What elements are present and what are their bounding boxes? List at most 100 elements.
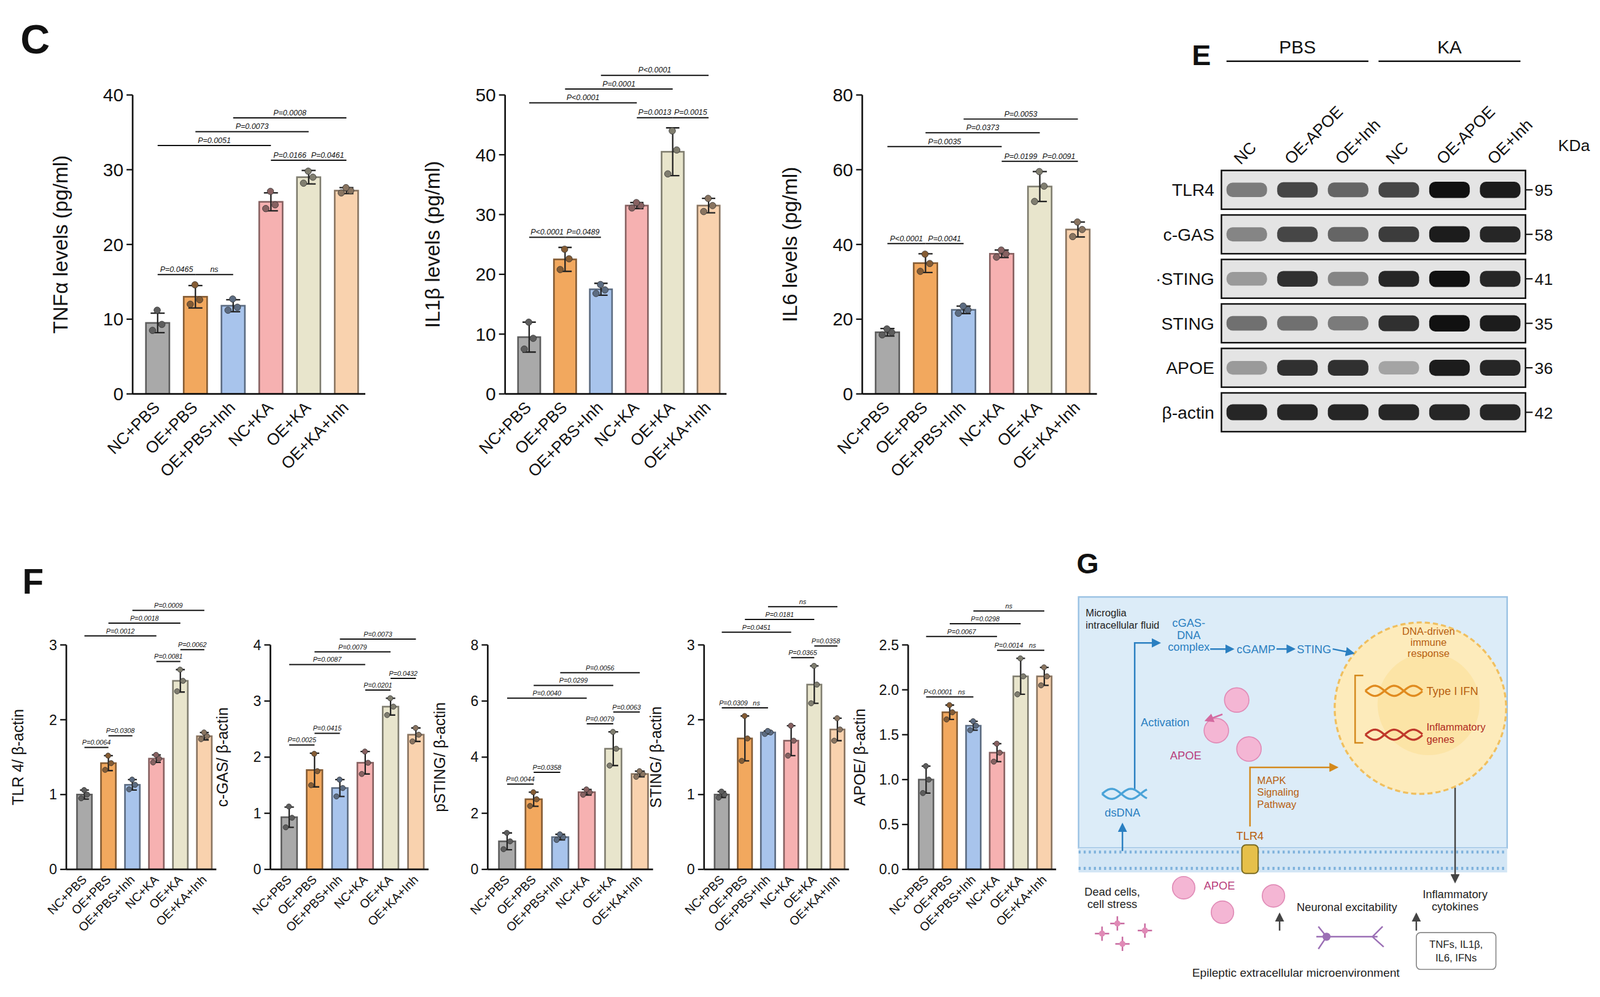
bar [1027, 186, 1052, 395]
bracket: P=0.0087 [289, 655, 366, 665]
bracket: P=0.0298 [949, 615, 1022, 624]
tick-label: 2 [253, 749, 262, 766]
point [262, 205, 270, 212]
plot-area [918, 655, 1052, 870]
point [229, 295, 237, 303]
diagram-label: Neuronal excitability [1296, 900, 1398, 914]
point [883, 325, 891, 333]
p-value: P=0.0079 [338, 643, 368, 651]
bar [76, 794, 92, 870]
tick-label: 0 [253, 861, 262, 878]
p-value: P=0.0044 [505, 775, 535, 783]
membrane [1078, 847, 1508, 873]
point [597, 281, 605, 288]
y-title: TLR 4/ β-actin [9, 709, 27, 806]
point [917, 268, 925, 276]
bracket-line [233, 117, 347, 119]
blot-strip [1221, 170, 1526, 210]
p-value: P=0.0091 [1042, 152, 1076, 161]
point [507, 838, 514, 845]
p-value: P=0.0461 [311, 151, 345, 160]
point [834, 715, 840, 722]
bracket-line [768, 605, 838, 608]
bracket-line [949, 623, 1022, 625]
diagram-label: Type I IFN [1426, 684, 1478, 698]
bar [297, 177, 321, 395]
p-value: P=0.0299 [559, 676, 589, 684]
point [289, 815, 295, 821]
x-axis [704, 868, 850, 871]
chart: 01234NC+PBSOE+PBSOE+PBS+InhNC+KAOE+KAOE+… [213, 630, 429, 935]
p-value: P<0.0001 [566, 93, 600, 102]
cell-icon [1114, 920, 1121, 927]
diagram-label: cGAMP [1236, 642, 1276, 656]
band [1328, 359, 1369, 376]
bracket-line [1040, 160, 1079, 163]
p-value: P=0.0465 [160, 265, 194, 274]
point [149, 327, 156, 334]
tick-label: 3 [49, 637, 58, 654]
band [1429, 226, 1470, 243]
diagram-label: Inflammatory [1426, 721, 1486, 734]
lane-label: OE+Inh [1483, 115, 1536, 168]
bracket-line [997, 649, 1022, 651]
tick-label: 8 [470, 637, 479, 654]
bracket-line [963, 118, 1078, 120]
tick [60, 644, 67, 646]
p-value: P=0.0067 [947, 628, 977, 636]
tick-label: 0 [49, 861, 58, 878]
band [1226, 361, 1268, 375]
blot-strip [1221, 303, 1526, 343]
bracket-line [925, 243, 964, 245]
band [1429, 359, 1470, 376]
p-value: P=0.0001 [602, 79, 636, 89]
kda-label: 42 [1534, 403, 1554, 423]
row-label: β-actin [1161, 402, 1214, 423]
bracket: P=0.0358 [532, 763, 562, 773]
band [1328, 271, 1369, 287]
point [305, 168, 312, 175]
point [628, 204, 636, 212]
diagram-label: TLR4 [1236, 829, 1265, 843]
tick-label: 10 [103, 308, 124, 330]
point [1078, 225, 1086, 233]
kda-label: 36 [1534, 359, 1554, 378]
point [739, 758, 745, 764]
arrow [1278, 914, 1281, 931]
kda-label: 35 [1534, 314, 1554, 334]
point [785, 753, 791, 759]
point [673, 146, 681, 154]
p-value: P=0.0201 [363, 681, 393, 689]
point [790, 737, 797, 744]
bracket-line [157, 144, 271, 147]
tick-label: 40 [103, 84, 124, 105]
tick-label: 50 [475, 84, 496, 105]
band [1479, 404, 1521, 421]
bracket-line [814, 645, 838, 647]
bracket: P=0.0358 [811, 637, 841, 646]
bar [197, 736, 212, 870]
bar [661, 151, 684, 394]
tick [698, 644, 705, 646]
bracket: P=0.0309 [718, 699, 748, 708]
bracket: P=0.0365 [788, 648, 818, 658]
band [1378, 270, 1419, 287]
diagram-label: DNA [1176, 628, 1201, 642]
diagram-label: Epileptic extracellular microenvironment [1192, 966, 1400, 980]
category-label: OE+KA+Inh [153, 872, 210, 929]
diagram-label: Dead cells, [1084, 885, 1140, 899]
point [283, 824, 289, 831]
p-value: P=0.0087 [313, 655, 343, 664]
point [416, 731, 422, 738]
arrow [1415, 914, 1418, 931]
bar [408, 734, 425, 870]
point [556, 266, 564, 274]
bar [714, 794, 729, 870]
neuron-icon [1316, 926, 1384, 950]
band [1277, 404, 1318, 421]
bar [332, 788, 349, 870]
point [613, 745, 619, 752]
point [271, 201, 279, 209]
tick [126, 318, 133, 320]
point [1020, 673, 1026, 680]
